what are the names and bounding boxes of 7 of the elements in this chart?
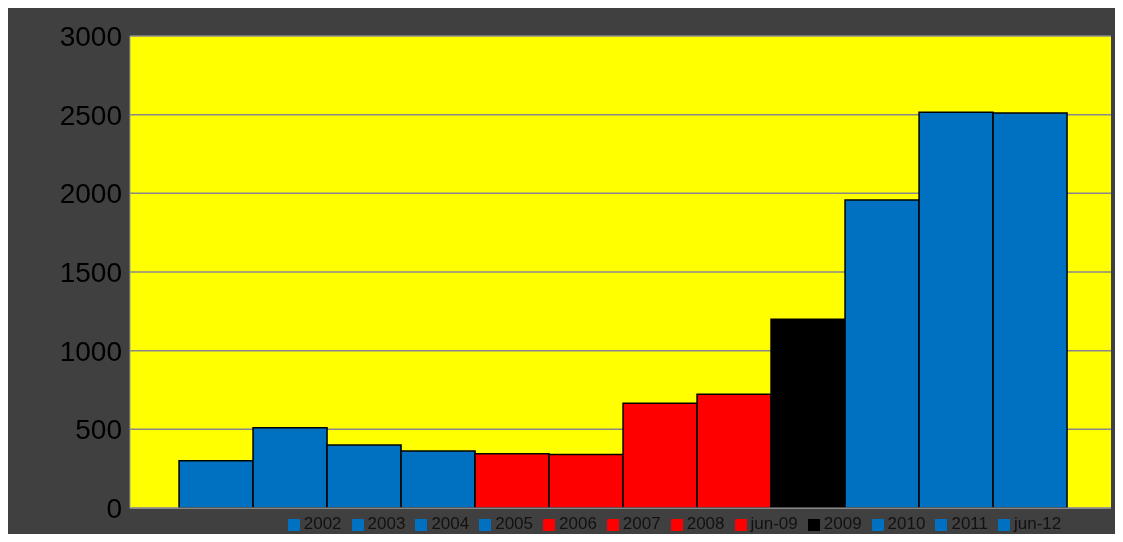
y-tick-label: 1000 xyxy=(59,335,122,367)
y-tick-label: 1500 xyxy=(59,256,122,288)
y-tick-label: 3000 xyxy=(59,20,122,52)
y-tick-label: 2000 xyxy=(59,178,122,210)
y-tick-label: 500 xyxy=(75,414,122,446)
y-tick-label: 0 xyxy=(106,492,122,524)
y-tick-label: 2500 xyxy=(59,99,122,131)
